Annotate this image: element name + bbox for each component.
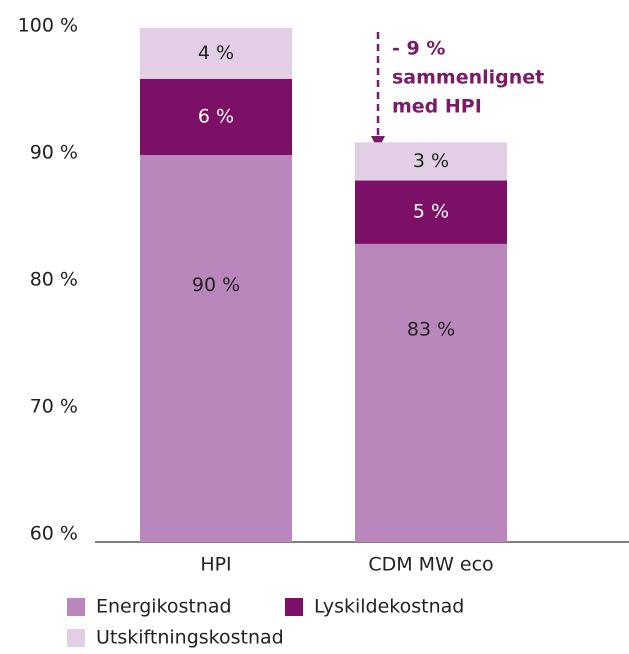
y-tick-label: 90 % [30, 142, 78, 164]
y-tick-label: 60 % [30, 523, 78, 545]
value-label: 90 % [192, 274, 240, 296]
legend-swatch [67, 629, 85, 647]
x-tick-label: HPI [200, 554, 231, 576]
legend-label: Energikostnad [96, 596, 232, 618]
value-label: 5 % [413, 201, 449, 223]
value-label: 4 % [198, 42, 234, 64]
value-label: 83 % [407, 318, 455, 340]
bar-segment [140, 28, 292, 79]
bar-segment [140, 78, 292, 155]
bar-segment [355, 243, 507, 542]
legend-swatch [285, 598, 303, 616]
annotation: - 9 % [392, 38, 445, 60]
bar-segment [140, 155, 292, 542]
value-label: 6 % [198, 105, 234, 127]
legend-label: Utskiftningskostnad [96, 627, 284, 649]
legend-label: Lyskildekostnad [314, 596, 464, 618]
bar-segment [355, 142, 507, 181]
value-label: 3 % [413, 150, 449, 172]
annotation: sammenlignet [392, 67, 544, 89]
legend-swatch [67, 598, 85, 616]
y-tick-label: 70 % [30, 396, 78, 418]
y-tick-label: 100 % [18, 15, 78, 37]
x-tick-label: CDM MW eco [368, 554, 493, 576]
y-tick-label: 80 % [30, 269, 78, 291]
bar-segment [355, 180, 507, 244]
annotation: med HPI [392, 96, 482, 118]
